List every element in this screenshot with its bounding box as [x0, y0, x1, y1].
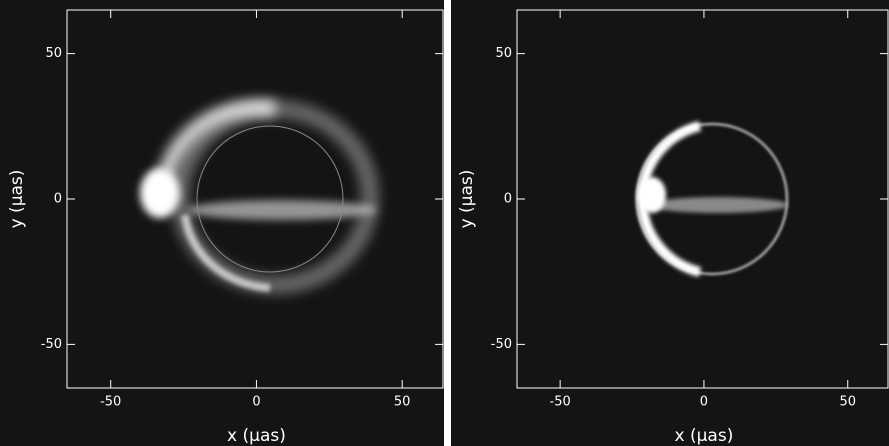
y-tick-label: 0 [504, 192, 512, 207]
figure: -50 0 50 -50 0 50 x (μas) y (μas) -50 0 50 -50 0 50 x … [0, 0, 889, 446]
x-tick-label: -50 [100, 395, 121, 410]
x-tick-label: 50 [394, 395, 411, 410]
x-axis-label: x (μas) [675, 426, 734, 446]
y-axis-label: y (μas) [7, 170, 27, 229]
x-tick-label: -50 [550, 395, 571, 410]
y-tick-label: -50 [41, 337, 62, 352]
y-axis-label: y (μas) [457, 170, 477, 229]
x-tick-label: 0 [700, 395, 708, 410]
y-tick-label: 50 [45, 46, 62, 61]
x-tick-label: 50 [839, 395, 856, 410]
x-axis-label: x (μas) [227, 426, 286, 446]
y-tick-label: 0 [54, 192, 62, 207]
x-tick-label: 0 [252, 395, 260, 410]
y-tick-label: -50 [491, 337, 512, 352]
y-tick-label: 50 [495, 46, 512, 61]
